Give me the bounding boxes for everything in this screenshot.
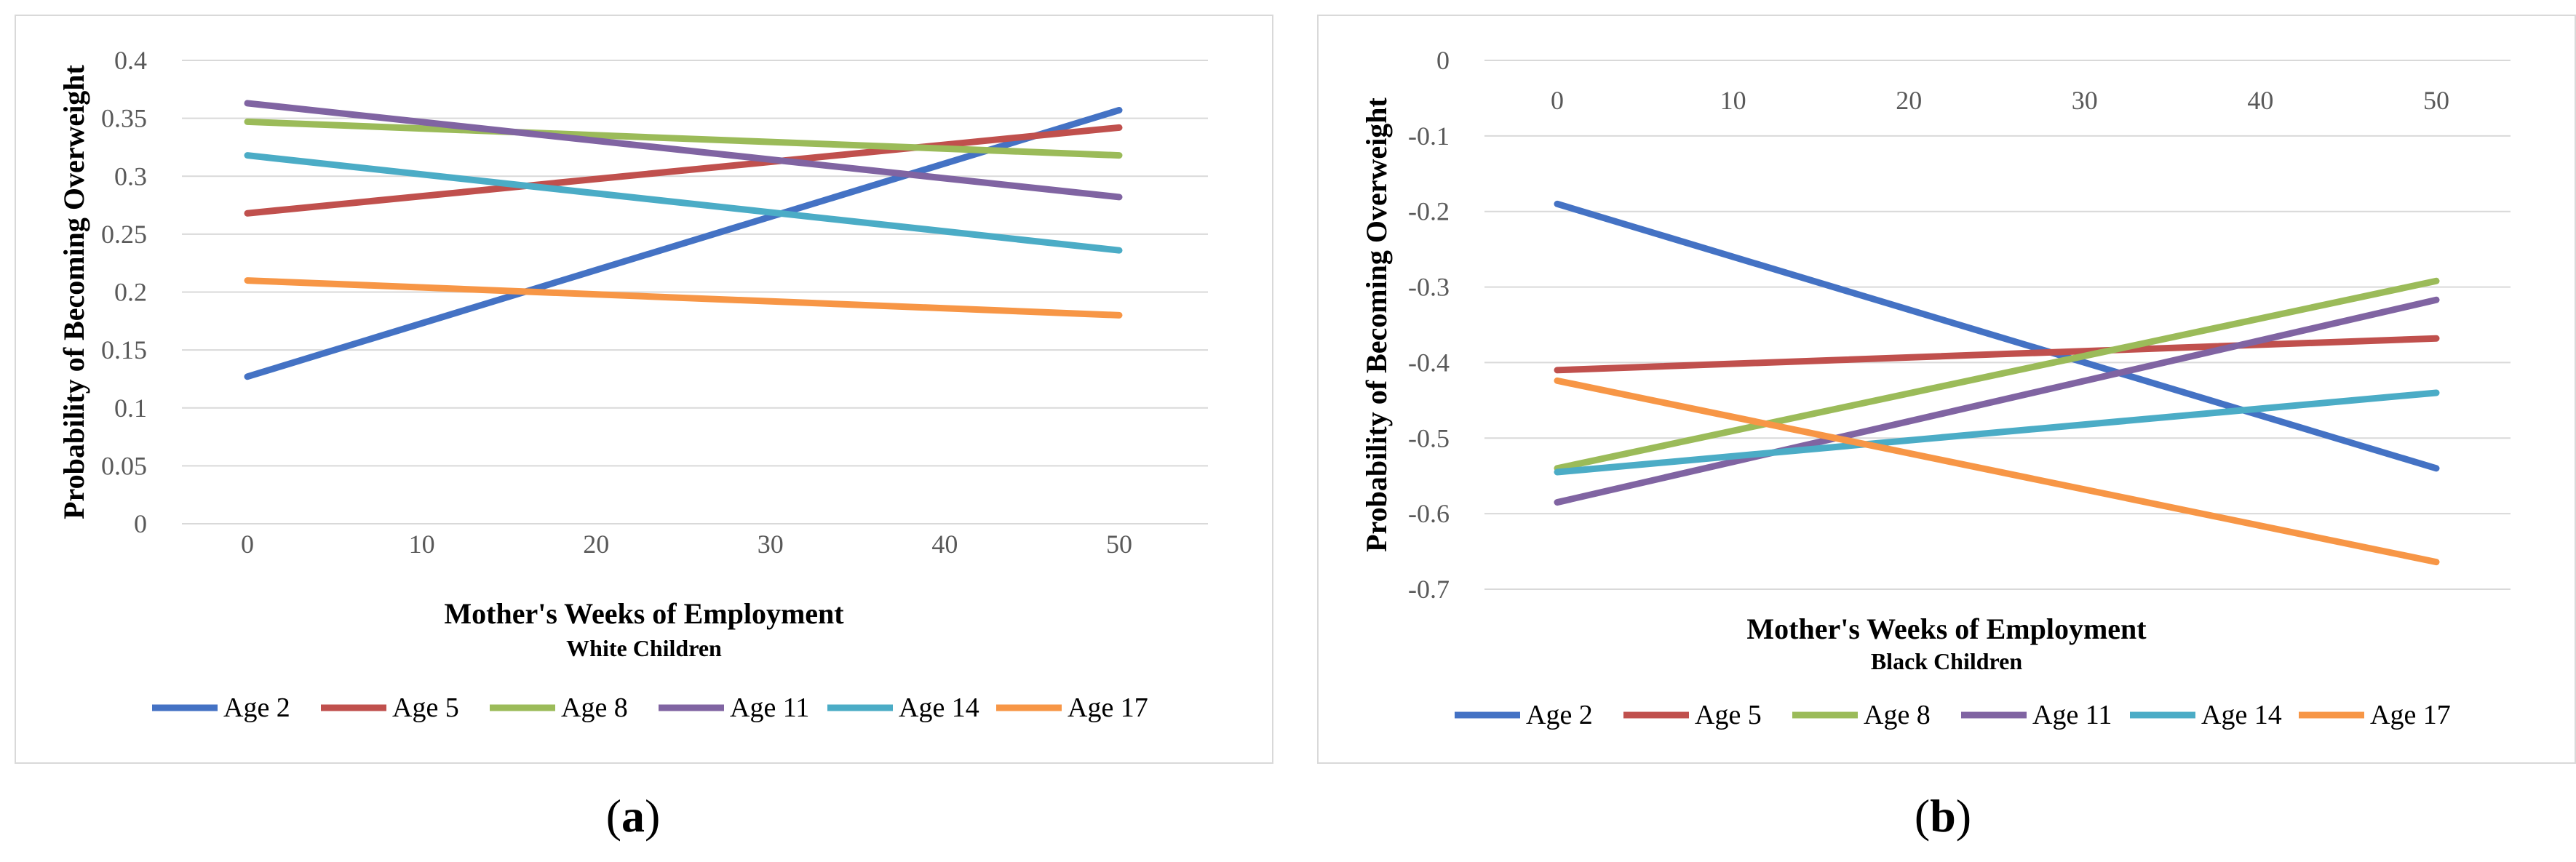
x-tick-label: 30 (758, 530, 784, 559)
x-axis-label: Mother's Weeks of Employment (1746, 612, 2147, 645)
chart-subtitle: White Children (566, 635, 722, 661)
y-tick-label: -0.4 (1408, 348, 1450, 377)
series-line-age-2 (244, 106, 1123, 380)
x-tick-label: 10 (1720, 86, 1746, 115)
legend-label: Age 2 (1526, 700, 1593, 730)
y-axis-label: Probability of Becoming Overweight (57, 64, 90, 519)
legend-entry-age-2: Age 2 (1455, 700, 1593, 730)
legend-entry-age-2: Age 2 (152, 693, 290, 723)
legend-label: Age 5 (1695, 700, 1762, 730)
chart-subtitle: Black Children (1871, 648, 2023, 674)
x-tick-label: 30 (2072, 86, 2098, 115)
legend-label: Age 5 (392, 693, 459, 723)
series-line-age-5 (1554, 335, 2440, 374)
y-tick-label: 0.4 (114, 46, 147, 75)
series-line-age-2 (1554, 200, 2440, 472)
series-line-age-17 (1554, 377, 2440, 566)
panel-label-a: (a) (605, 790, 661, 842)
y-tick-label: 0 (1436, 46, 1450, 75)
legend-label: Age 8 (561, 693, 628, 723)
panel-label-b: (b) (1914, 790, 1972, 842)
series-line-age-8 (244, 118, 1123, 159)
series-line-age-5 (244, 124, 1123, 217)
x-tick-label: 40 (931, 530, 958, 559)
y-tick-label: 0.15 (101, 335, 147, 364)
panel-label-a-letter: a (621, 790, 645, 842)
legend-entry-age-5: Age 5 (1623, 700, 1762, 730)
legend-entry-age-8: Age 8 (1792, 700, 1931, 730)
legend-label: Age 11 (730, 693, 809, 723)
x-tick-label: 20 (1896, 86, 1922, 115)
series-line-age-11 (1554, 296, 2440, 506)
y-tick-label: 0.2 (114, 278, 147, 307)
legend-entry-age-11: Age 11 (1961, 700, 2112, 730)
y-tick-label: -0.2 (1408, 197, 1450, 226)
legend-label: Age 8 (1864, 700, 1931, 730)
y-tick-label: -0.3 (1408, 273, 1450, 302)
series-line-age-14 (1554, 389, 2440, 476)
series-line-age-14 (244, 152, 1123, 254)
chart-white-children: 0.4 0.35 0.3 0.25 0.2 0.15 0.1 0.05 0 0 10 20 30 40 50… (15, 15, 1273, 764)
y-tick-label: -0.7 (1408, 575, 1450, 604)
y-tick-label: -0.5 (1408, 423, 1450, 452)
legend-entry-age-17: Age 17 (2299, 700, 2451, 730)
y-tick-label: 0.25 (101, 220, 147, 249)
legend-label: Age 17 (2370, 700, 2451, 730)
x-tick-label: 0 (1551, 86, 1564, 115)
series-line-age-8 (1554, 277, 2440, 472)
legend-entry-age-11: Age 11 (659, 693, 809, 723)
legend-label: Age 11 (2032, 700, 2112, 730)
legend-label: Age 2 (223, 693, 290, 723)
legend-label: Age 17 (1068, 693, 1148, 723)
y-tick-label: 0 (134, 509, 147, 538)
chart-black-children: 0 -0.1 -0.2 -0.3 -0.4 -0.5 -0.6 -0.7 0 10 20 30 40 50… (1317, 15, 2576, 764)
y-axis-label: Probability of Becoming Overweight (1360, 97, 1393, 551)
panel-b: 0 -0.1 -0.2 -0.3 -0.4 -0.5 -0.6 -0.7 0 10 20 30 40 50… (1303, 0, 2576, 862)
x-axis-label: Mother's Weeks of Employment (444, 597, 844, 630)
legend-entry-age-5: Age 5 (321, 693, 459, 723)
legend-entry-age-8: Age 8 (490, 693, 628, 723)
x-tick-label: 50 (1106, 530, 1132, 559)
y-tick-label: -0.1 (1408, 121, 1450, 151)
x-tick-label: 10 (409, 530, 435, 559)
x-tick-label: 50 (2423, 86, 2449, 115)
y-tick-label: 0.1 (114, 394, 147, 423)
legend-entry-age-17: Age 17 (996, 693, 1148, 723)
y-tick-label: 0.05 (101, 451, 147, 480)
y-tick-label: 0.35 (101, 104, 147, 133)
legend-entry-age-14: Age 14 (2130, 700, 2282, 730)
legend-label: Age 14 (2201, 700, 2282, 730)
panel-a: 0.4 0.35 0.3 0.25 0.2 0.15 0.1 0.05 0 0 10 20 30 40 50… (0, 0, 1273, 862)
y-tick-label: 0.3 (114, 161, 147, 191)
panel-label-b-letter: b (1930, 790, 1956, 842)
legend-entry-age-14: Age 14 (827, 693, 979, 723)
x-tick-label: 0 (241, 530, 254, 559)
series-line-age-17 (244, 277, 1123, 319)
x-tick-label: 20 (583, 530, 609, 559)
x-tick-label: 40 (2247, 86, 2273, 115)
chart-frame (1317, 15, 2576, 764)
series-line-age-11 (244, 100, 1123, 201)
legend-label: Age 14 (899, 693, 979, 723)
y-tick-label: -0.6 (1408, 499, 1450, 528)
